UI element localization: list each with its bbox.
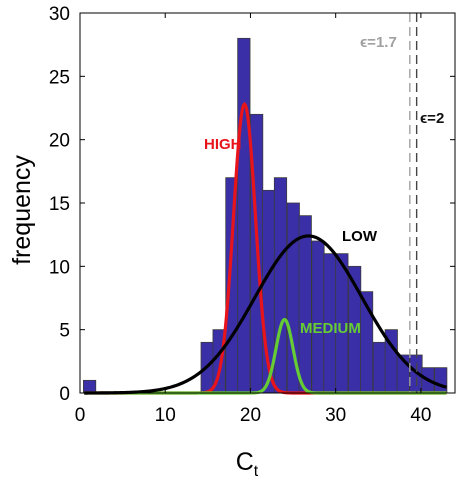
y-tick-label: 25 <box>49 67 70 88</box>
x-tick-label: 0 <box>75 405 86 426</box>
x-axis-label: Ct <box>236 448 259 480</box>
y-tick-label: 20 <box>49 131 70 152</box>
series-label-medium: MEDIUM <box>300 320 361 337</box>
threshold-label-1-7: ϵ=1.7 <box>360 34 397 51</box>
y-tick-label: 15 <box>49 194 70 215</box>
y-tick-label: 30 <box>49 4 70 25</box>
x-axis-label-main: C <box>236 448 254 476</box>
x-tick-label: 30 <box>325 405 346 426</box>
histogram-bar <box>298 215 312 394</box>
histogram-bar <box>372 341 386 394</box>
x-tick-label: 40 <box>410 405 431 426</box>
x-tick-label: 20 <box>240 405 261 426</box>
y-tick-label: 0 <box>59 384 70 405</box>
series-label-low: LOW <box>342 228 378 245</box>
histogram-bar <box>311 240 325 394</box>
series-label-high: HIGH <box>204 136 242 153</box>
y-tick-label: 10 <box>49 257 70 278</box>
histogram-bar <box>237 37 251 394</box>
x-tick-label: 10 <box>155 405 176 426</box>
histogram-bar <box>434 367 448 394</box>
y-axis-label: frequency <box>8 155 36 265</box>
axes <box>79 12 456 394</box>
y-tick-label: 5 <box>59 321 70 342</box>
histogram-bar <box>273 177 288 394</box>
tick-labels: 0 10 20 30 40 0 5 10 15 20 25 30 <box>49 4 432 426</box>
histogram-bar <box>83 379 97 394</box>
x-axis-label-subscript: t <box>254 463 259 480</box>
threshold-label-2: ϵ=2 <box>420 110 444 127</box>
curve-low <box>84 234 447 395</box>
threshold-lines <box>409 13 418 393</box>
